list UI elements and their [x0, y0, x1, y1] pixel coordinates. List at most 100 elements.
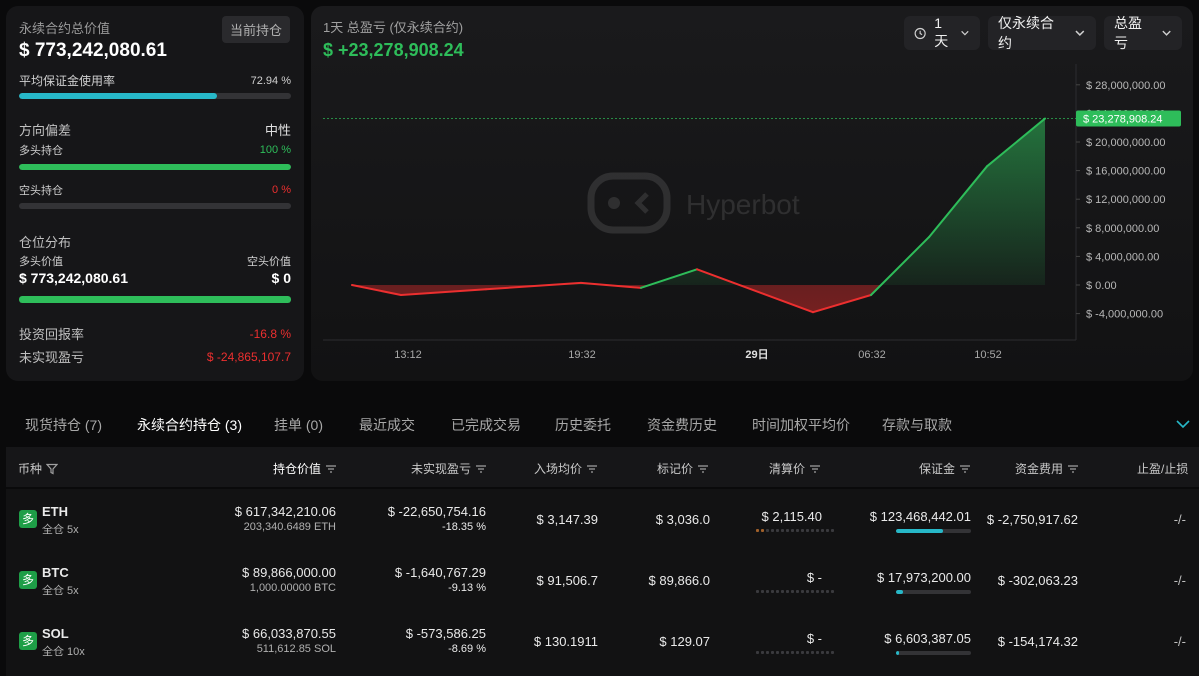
col-coin-label: 币种 [18, 462, 43, 476]
col-entry-price[interactable]: 入场均价 [534, 460, 598, 477]
x-tick-label: 13:12 [394, 349, 422, 361]
col-mark-price-label: 标记价 [657, 462, 694, 476]
y-axis-ticks: $ 28,000,000.00$ 24,000,000.00$ 20,000,0… [1076, 80, 1166, 321]
position-value: $ 89,866,000.00 [242, 565, 336, 580]
scope-dropdown-label: 仅永续合约 [998, 15, 1054, 51]
unrealized-pnl-pct: -9.13 % [448, 582, 486, 594]
sort-icon[interactable] [697, 464, 709, 474]
tab-deposits-withdrawals[interactable]: 存款与取款 [882, 417, 952, 433]
x-tick-label: 10:52 [974, 349, 1002, 361]
table-row[interactable]: 多 ETH 全仓 5x $ 617,342,210.06 203,340.648… [6, 489, 1199, 550]
col-funding[interactable]: 资金费用 [1015, 460, 1079, 477]
tab-twap[interactable]: 时间加权平均价 [752, 417, 850, 433]
y-tick-label: $ 0.00 [1086, 280, 1117, 292]
line-segment [696, 268, 814, 314]
long-side-badge: 多 [19, 510, 37, 528]
long-value: $ 773,242,080.61 [19, 270, 128, 286]
sort-icon[interactable] [809, 464, 821, 474]
position-value: $ 617,342,210.06 [234, 504, 336, 519]
roi-label: 投资回报率 [19, 327, 85, 342]
short-pct: 0 % [272, 184, 291, 196]
sort-icon[interactable] [586, 464, 598, 474]
tp-sl[interactable]: -/- [1173, 634, 1186, 649]
tab-funding-history[interactable]: 资金费历史 [647, 417, 717, 433]
col-mark-price[interactable]: 标记价 [657, 460, 709, 477]
tab-order-history[interactable]: 历史委托 [555, 417, 611, 433]
col-funding-label: 资金费用 [1015, 462, 1064, 476]
short-bar [19, 203, 291, 209]
short-value: $ 0 [271, 270, 291, 286]
chart-lines [351, 117, 1046, 314]
roi-value: -16.8 % [249, 326, 291, 341]
long-value-label: 多头价值 [19, 256, 63, 268]
coin-symbol[interactable]: ETH [42, 504, 68, 519]
coin-symbol[interactable]: SOL [42, 626, 69, 641]
filter-icon[interactable] [46, 463, 59, 475]
coin-symbol[interactable]: BTC [42, 565, 69, 580]
tp-sl[interactable]: -/- [1173, 573, 1186, 588]
x-tick-label: 19:32 [568, 349, 596, 361]
liq-risk-indicator [756, 590, 834, 593]
col-liq-price[interactable]: 清算价 [769, 460, 821, 477]
col-position-value[interactable]: 持仓价值 [273, 460, 337, 477]
liq-risk-indicator [756, 529, 834, 532]
margin-usage-value: 72.94 % [250, 74, 291, 87]
chart-total-pnl: $ +23,278,908.24 [323, 40, 464, 60]
unrealized-pnl-pct: -18.35 % [441, 521, 486, 533]
margin-bar-fill [896, 651, 899, 655]
y-tick-label: $ 16,000,000.00 [1086, 166, 1166, 178]
tab-spot-positions[interactable]: 现货持仓 (7) [25, 417, 102, 433]
line-segment [986, 117, 1046, 168]
leverage: 全仓 5x [42, 585, 79, 597]
long-pct: 100 % [259, 144, 291, 156]
distribution-bar-fill [19, 296, 291, 303]
margin-bar-fill [896, 529, 943, 533]
margin-usage-label: 平均保证金使用率 [19, 74, 116, 88]
period-dropdown[interactable]: 1天 [904, 15, 980, 50]
sort-icon[interactable] [1067, 464, 1079, 474]
margin-value: $ 123,468,442.01 [869, 509, 971, 524]
col-coin[interactable]: 币种 [18, 460, 59, 477]
scope-dropdown[interactable]: 仅永续合约 [988, 15, 1096, 51]
period-dropdown-label: 1天 [934, 15, 949, 49]
sort-icon[interactable] [475, 464, 487, 474]
mark-price: $ 129.07 [659, 634, 710, 649]
tab-recent-trades[interactable]: 最近成交 [359, 417, 415, 433]
tab-completed-trades[interactable]: 已完成交易 [451, 417, 521, 433]
current-positions-button[interactable]: 当前持仓 [221, 16, 290, 43]
table-row[interactable]: 多 BTC 全仓 5x $ 89,866,000.00 1,000.00000 … [6, 550, 1199, 611]
tab-open-orders[interactable]: 挂单 (0) [274, 417, 323, 433]
sort-icon[interactable] [959, 464, 971, 474]
x-tick-label: 06:32 [858, 349, 886, 361]
x-axis-ticks: 13:12 19:32 29日 06:32 10:52 [394, 348, 1002, 361]
pnl-chart-panel: 1天 总盈亏 (仅永续合约) $ +23,278,908.24 1天 仅永续合约… [311, 6, 1193, 381]
chevron-down-icon[interactable] [1176, 419, 1190, 429]
liq-price: $ - [806, 631, 822, 646]
table-row[interactable]: 多 SOL 全仓 10x $ 66,033,870.55 511,612.85 … [6, 611, 1199, 676]
col-liq-price-label: 清算价 [769, 462, 806, 476]
metric-dropdown[interactable]: 总盈亏 [1104, 15, 1182, 51]
line-segment [928, 165, 988, 239]
y-tick-label: $ 20,000,000.00 [1086, 137, 1166, 149]
unrealized-pnl: $ -1,640,767.29 [394, 565, 486, 580]
line-segment [485, 281, 582, 291]
margin-usage-bar [19, 93, 291, 99]
margin-value: $ 6,603,387.05 [884, 631, 971, 646]
current-value-label-bg [1076, 110, 1181, 127]
col-margin[interactable]: 保证金 [919, 460, 971, 477]
chevron-down-icon [1075, 30, 1085, 36]
sort-icon[interactable] [325, 464, 337, 474]
col-position-value-label: 持仓价值 [273, 462, 322, 476]
tab-perp-positions[interactable]: 永续合约持仓 (3) [137, 417, 242, 433]
col-tp-sl: 止盈/止损 [1137, 460, 1188, 477]
col-unrealized-pnl[interactable]: 未实现盈亏 [411, 460, 487, 477]
pnl-chart[interactable]: Hyperbot $ 28,000,000.00$ 24,000,000.00$… [311, 6, 1193, 381]
x-tick-label: 29日 [745, 348, 768, 361]
margin-bar [896, 529, 971, 533]
total-value-label: 永续合约总价值 [19, 21, 111, 36]
long-side-badge: 多 [19, 571, 37, 589]
chevron-down-icon [961, 30, 969, 36]
distribution-bar [19, 296, 291, 303]
tp-sl[interactable]: -/- [1173, 512, 1186, 527]
position-size: 511,612.85 SOL [256, 643, 336, 655]
